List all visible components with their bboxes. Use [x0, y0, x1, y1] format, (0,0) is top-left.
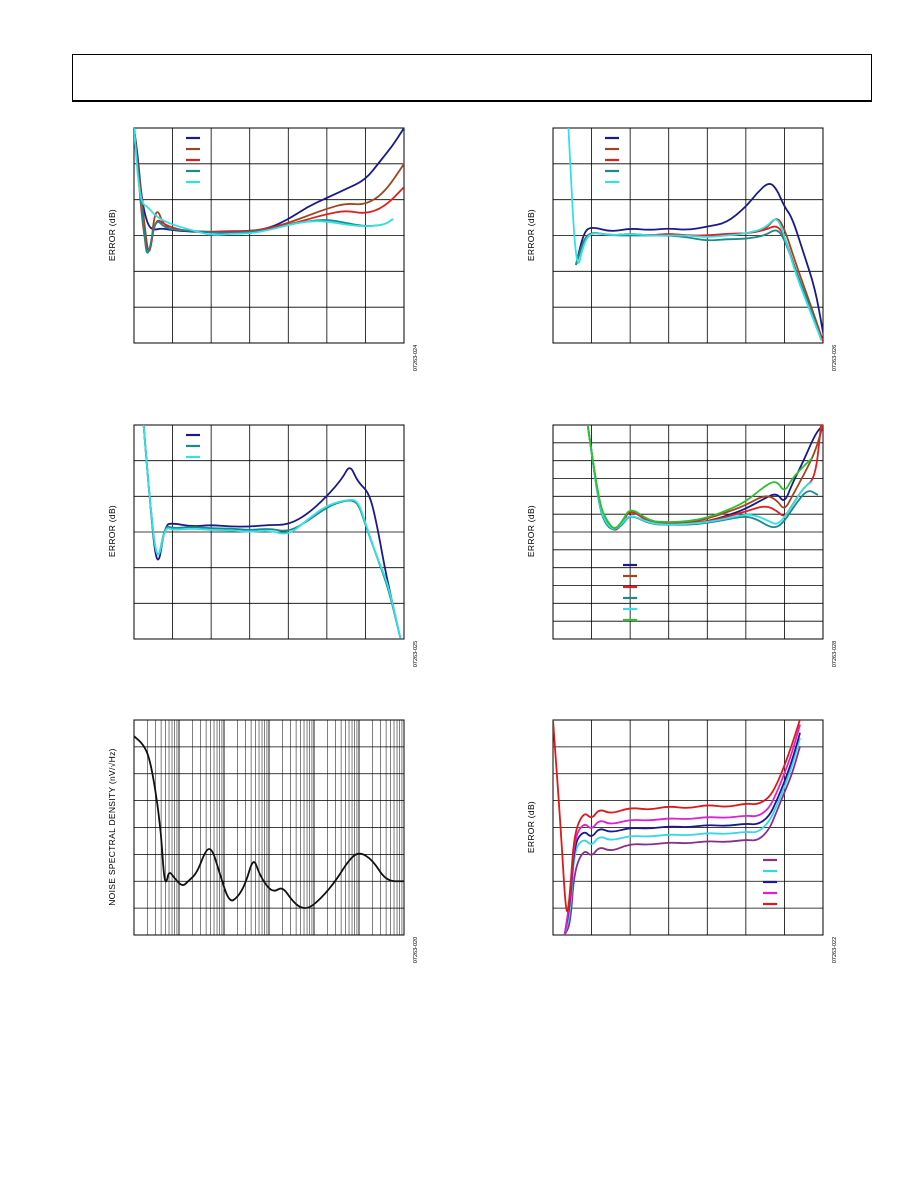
chart-panel-6	[552, 719, 824, 936]
chart-grid	[133, 720, 404, 935]
series-line-4	[563, 724, 801, 935]
plot-frame	[552, 424, 824, 640]
chart-panel-3	[133, 424, 405, 640]
y-axis-label: ERROR (dB)	[526, 800, 537, 853]
chart-panel-4	[552, 424, 824, 640]
series-line-5	[553, 720, 801, 913]
plot-frame	[552, 719, 824, 936]
series-line-4	[586, 425, 819, 531]
chart-legend	[186, 136, 200, 184]
chart-grid	[553, 425, 823, 639]
figure-id: 07263-025	[413, 640, 420, 668]
series-line-1	[134, 735, 404, 910]
chart-panel-1	[133, 127, 405, 344]
plot-frame	[133, 719, 405, 936]
y-axis-label: ERROR (dB)	[526, 208, 537, 261]
series-group	[134, 735, 404, 910]
series-line-2	[134, 128, 404, 252]
plot-frame	[133, 127, 405, 344]
chart-legend	[763, 858, 777, 906]
series-line-5	[134, 128, 394, 236]
chart-svg	[133, 127, 405, 344]
series-line-3	[134, 128, 404, 251]
series-group	[142, 425, 402, 639]
series-line-1	[575, 183, 823, 334]
figure-id: 07263-026	[832, 344, 839, 372]
plot-frame	[552, 127, 824, 344]
series-line-5	[586, 425, 813, 530]
series-group	[134, 128, 404, 254]
y-axis-label: ERROR (dB)	[107, 504, 118, 558]
chart-panel-5	[133, 719, 405, 936]
series-line-6	[586, 425, 813, 529]
chart-grid	[134, 128, 404, 343]
series-group	[553, 720, 801, 935]
chart-legend	[623, 563, 637, 622]
series-group	[567, 128, 823, 343]
figure-id: 07263-024	[413, 344, 420, 372]
series-line-3	[563, 732, 801, 935]
series-line-3	[142, 425, 402, 639]
chart-svg	[133, 424, 405, 640]
chart-svg	[552, 719, 824, 936]
chart-panel-2	[552, 127, 824, 344]
series-line-1	[134, 128, 404, 233]
y-axis-label: ERROR (dB)	[107, 208, 118, 261]
figure-id: 07263-022	[832, 936, 839, 964]
series-group	[586, 425, 823, 531]
y-axis-label: NOISE SPECTRAL DENSITY (nV/√Hz)	[106, 747, 117, 906]
chart-legend	[186, 433, 200, 459]
figure-id: 07263-020	[413, 936, 420, 964]
plot-frame	[133, 424, 405, 640]
figure-id: 07263-028	[832, 640, 839, 668]
chart-legend	[605, 136, 619, 184]
chart-svg	[552, 424, 824, 640]
series-line-2	[563, 737, 801, 935]
chart-svg	[552, 127, 824, 344]
chart-svg	[133, 719, 405, 936]
page-header	[72, 54, 872, 102]
y-axis-label: ERROR (dB)	[526, 504, 537, 558]
series-line-1	[563, 745, 801, 935]
series-line-5	[567, 128, 822, 341]
